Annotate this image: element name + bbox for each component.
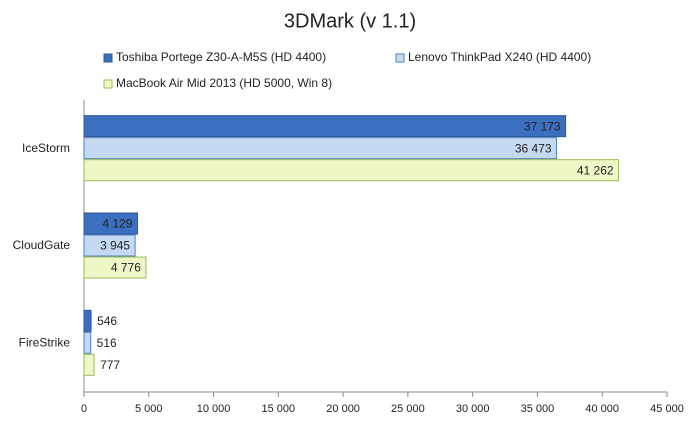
legend-label: MacBook Air Mid 2013 (HD 5000, Win 8) [116,76,332,90]
category-label: CloudGate [13,238,71,252]
value-label: 36 473 [515,141,552,155]
x-tick-label: 0 [81,403,87,415]
legend-swatch [103,79,113,89]
value-label: 546 [97,314,117,328]
x-tick-label: 5 000 [135,403,163,415]
bar [83,115,567,138]
value-label: 3 945 [100,239,130,253]
legend-swatch [395,53,405,63]
bar [83,212,138,235]
legend-label: Lenovo ThinkPad X240 (HD 4400) [408,50,591,64]
x-tick-label: 15 000 [262,403,296,415]
x-tick-label: 35 000 [521,403,555,415]
category-label: FireStrike [19,336,71,350]
category-label: IceStorm [22,141,70,155]
x-tick-label: 20 000 [326,403,360,415]
bar [83,309,92,332]
x-tick-label: 10 000 [197,403,231,415]
bar [83,331,92,354]
value-label: 4 776 [111,261,141,275]
legend-swatch [103,53,113,63]
x-tick-label: 45 000 [650,403,684,415]
bar [83,353,95,376]
legend-label: Toshiba Portege Z30-A-M5S (HD 4400) [116,50,326,64]
value-label: 777 [100,358,120,372]
value-label: 4 129 [102,217,132,231]
x-tick-label: 25 000 [391,403,425,415]
bar [83,137,558,160]
bar [83,256,147,279]
bar [83,234,136,257]
value-label: 41 262 [577,163,614,177]
value-label: 516 [97,336,117,350]
chart-title: 3DMark (v 1.1) [284,10,416,32]
bar [83,159,620,182]
x-tick-label: 40 000 [585,403,619,415]
value-label: 37 173 [524,119,561,133]
x-tick-label: 30 000 [456,403,490,415]
